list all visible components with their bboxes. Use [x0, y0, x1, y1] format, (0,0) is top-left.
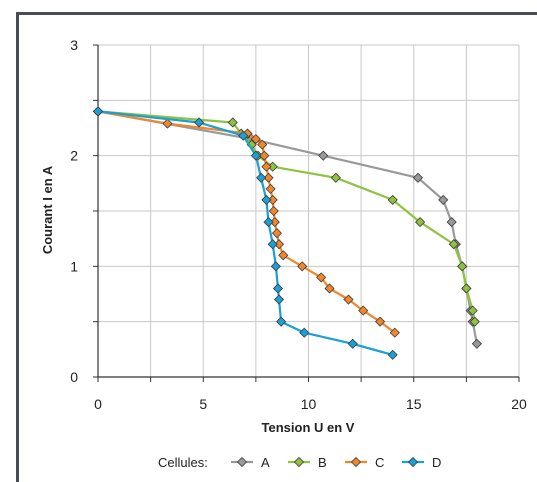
legend: Cellules: A B C D	[158, 455, 441, 470]
data-point-C	[324, 283, 335, 294]
legend-items: A B C D	[231, 455, 441, 470]
legend-label-A: A	[261, 455, 270, 470]
data-point-B	[469, 316, 480, 327]
data-point-C	[261, 161, 272, 172]
data-point-A	[446, 217, 457, 228]
legend-title: Cellules:	[158, 455, 208, 470]
data-point-B	[414, 217, 426, 228]
legend-marker-B	[293, 456, 305, 468]
data-point-D	[276, 316, 287, 327]
data-point-D	[267, 239, 278, 250]
axes-layer	[93, 44, 520, 382]
legend-label-D: D	[432, 455, 441, 470]
x-axis-title: Tension U en V	[262, 420, 355, 435]
data-point-C	[316, 272, 327, 283]
data-point-D	[238, 130, 249, 141]
data-point-C	[250, 134, 261, 145]
tick-labels: 0 5 10 15 20 0 1 2 3	[70, 37, 527, 412]
data-point-D	[250, 150, 261, 161]
data-point-D	[347, 338, 358, 349]
data-point-D	[92, 106, 104, 117]
data-point-B	[330, 172, 341, 183]
series-A	[92, 106, 482, 349]
data-point-D	[261, 194, 272, 205]
data-point-B	[457, 261, 468, 272]
data-point-C	[297, 261, 308, 272]
legend-marker-C	[350, 456, 362, 468]
series-line-A	[97, 110, 478, 345]
x-tick-label: 5	[199, 396, 207, 412]
chart-frame	[16, 12, 537, 482]
y-tick-label: 2	[70, 148, 78, 164]
data-point-C	[268, 205, 279, 217]
legend-marker-D	[407, 456, 419, 468]
data-point-C	[162, 118, 173, 129]
data-point-C	[375, 316, 386, 327]
data-point-B	[467, 305, 478, 316]
series-layer	[92, 106, 482, 360]
data-point-C	[278, 250, 289, 261]
data-point-C	[358, 305, 369, 316]
data-point-D	[387, 349, 398, 360]
data-point-C	[257, 139, 268, 150]
legend-label-C: C	[375, 455, 384, 470]
y-axis-title: Courant I en A	[40, 165, 55, 254]
data-point-C	[271, 228, 282, 239]
data-point-A	[412, 172, 424, 183]
legend-item-D: D	[402, 455, 441, 470]
data-point-C	[259, 150, 270, 161]
data-point-D	[273, 294, 285, 305]
data-point-B	[461, 283, 472, 294]
data-point-A	[438, 194, 449, 205]
data-point-C	[343, 294, 354, 305]
legend-item-B: B	[288, 455, 327, 470]
data-point-D	[256, 172, 267, 183]
grid-layer	[98, 44, 520, 377]
data-point-C	[263, 172, 274, 183]
legend-item-A: A	[231, 455, 270, 470]
series-line-B	[97, 110, 476, 322]
data-point-D	[193, 117, 205, 128]
y-tick-label: 1	[70, 258, 78, 274]
legend-item-C: C	[345, 455, 384, 470]
legend-label-B: B	[318, 455, 327, 470]
y-tick-label: 3	[70, 37, 78, 53]
series-line-C	[97, 110, 396, 334]
data-point-D	[299, 327, 310, 338]
data-point-B	[227, 117, 238, 128]
series-B	[92, 106, 480, 327]
data-point-A	[471, 338, 482, 349]
data-point-D	[270, 261, 281, 272]
series-line-D	[97, 110, 393, 356]
data-point-D	[263, 217, 274, 228]
x-tick-label: 20	[511, 396, 527, 412]
x-tick-label: 15	[406, 396, 422, 412]
data-point-B	[448, 239, 459, 250]
data-point-A	[318, 150, 329, 161]
x-tick-label: 0	[94, 396, 102, 412]
series-D	[92, 106, 398, 360]
data-point-C	[389, 327, 400, 338]
data-point-C	[265, 183, 276, 194]
data-point-B	[387, 194, 398, 205]
x-tick-label: 10	[301, 396, 317, 412]
legend-marker-A	[236, 456, 248, 468]
data-point-D	[272, 283, 284, 294]
y-tick-label: 0	[70, 369, 78, 385]
